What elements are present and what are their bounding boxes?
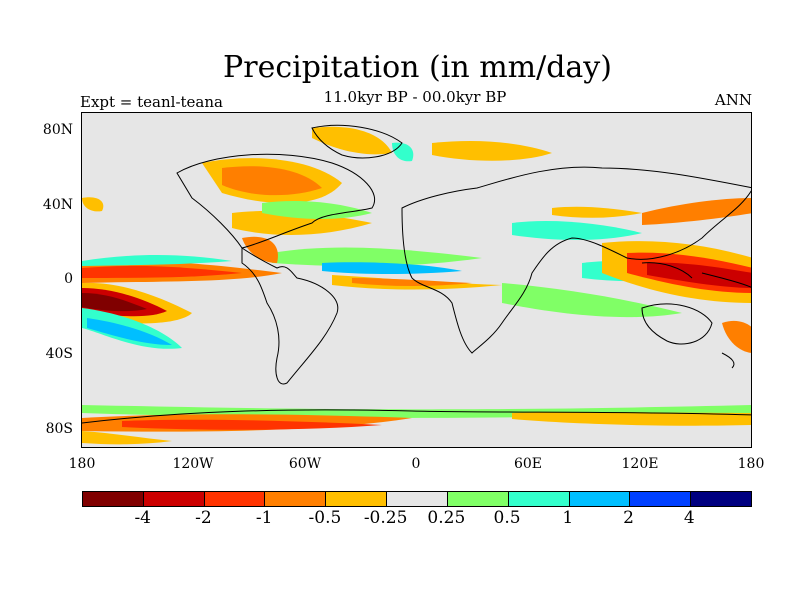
colorbar-label: 0.5: [493, 508, 521, 528]
plot-subtitle: 11.0kyr BP - 00.0kyr BP: [323, 88, 507, 106]
colorbar-swatch: [265, 492, 327, 506]
colorbar-label: 4: [683, 508, 695, 528]
y-tick-40s: 40S: [45, 346, 73, 362]
colorbar-label: 1: [562, 508, 574, 528]
plot-title: Precipitation (in mm/day): [223, 50, 612, 85]
experiment-label: Expt = teanl-teana: [80, 93, 223, 111]
x-tick-120w: 120W: [172, 456, 214, 472]
colorbar: [82, 491, 752, 507]
y-tick-80s: 80S: [45, 421, 73, 437]
x-tick-0: 0: [411, 456, 421, 472]
colorbar-label: 0.25: [427, 508, 466, 528]
y-tick-80n: 80N: [42, 122, 73, 138]
x-tick-180w: 180: [68, 456, 96, 472]
colorbar-label: -1: [255, 508, 273, 528]
colorbar-swatch: [691, 492, 751, 506]
colorbar-label: -0.25: [363, 508, 408, 528]
colorbar-swatch: [569, 492, 631, 506]
colorbar-swatch: [630, 492, 692, 506]
colorbar-swatch: [508, 492, 570, 506]
x-tick-60e: 60E: [513, 456, 543, 472]
colorbar-swatch: [83, 492, 144, 506]
colorbar-swatch: [326, 492, 388, 506]
colorbar-swatch: [143, 492, 205, 506]
x-tick-120e: 120E: [621, 456, 659, 472]
colorbar-swatch: [447, 492, 509, 506]
map-panel: [81, 112, 752, 448]
colorbar-swatch: [387, 492, 448, 506]
colorbar-swatch: [204, 492, 266, 506]
colorbar-label: -0.5: [308, 508, 342, 528]
colorbar-label: -4: [134, 508, 151, 528]
anomaly-fields: [82, 126, 751, 445]
colorbar-label: -2: [195, 508, 212, 528]
season-label: ANN: [714, 91, 752, 109]
colorbar-label: 2: [623, 508, 634, 528]
precipitation-map: [82, 124, 751, 445]
y-tick-40n: 40N: [42, 197, 73, 213]
x-tick-180e: 180: [737, 456, 765, 472]
x-tick-60w: 60W: [288, 456, 322, 472]
y-tick-0: 0: [64, 271, 73, 287]
coastlines: [82, 124, 751, 424]
